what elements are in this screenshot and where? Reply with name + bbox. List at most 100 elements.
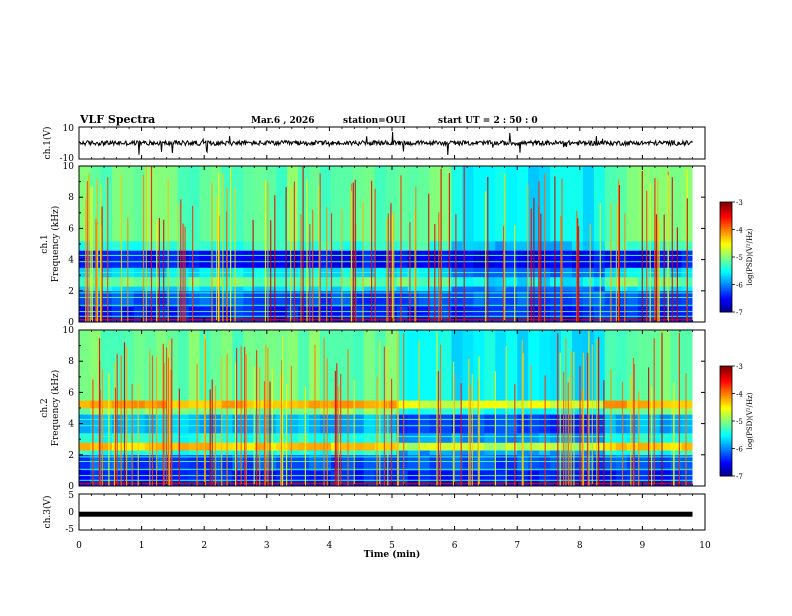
sferic-streak [145,166,147,322]
sferic-streak [630,375,632,486]
sferic-streak [101,206,103,322]
sferic-streak [86,181,88,322]
spectrogram-cell [440,250,453,268]
spectrogram-cell [593,330,606,401]
spectrogram-cell [232,330,244,401]
spectrogram-cell [166,250,179,268]
sferic-streak [599,203,601,322]
spectrogram-cell [484,306,496,323]
colorbar-swatch [720,233,732,236]
sferic-streak [440,168,442,322]
sferic-streak [293,181,295,322]
narrowband-line [79,461,693,462]
sferic-streak [438,212,440,322]
spectrogram-cell [166,290,179,307]
sferic-streak [280,373,282,486]
sferic-streak [641,171,643,322]
sferic-streak [527,183,529,322]
frequency-tick-label: 10 [63,162,75,172]
sferic-streak [282,335,284,486]
spectrogram-cell [484,433,496,443]
sferic-streak [123,342,126,486]
spectrogram-cell [374,250,387,268]
spectrogram-cell [210,454,223,471]
spectrogram-cell [144,400,157,409]
spectrogram-cell [484,408,496,415]
spectrogram-cell [90,408,102,415]
narrowband-line [79,436,693,438]
sferic-streak [418,340,420,486]
spectrogram-cell [484,250,496,268]
spectrogram-cell [670,442,683,451]
spectrogram-cell [309,306,321,323]
spectrogram-cell [681,442,694,451]
spectrogram-cell [659,250,672,268]
colorbar-swatch [720,224,732,227]
spectrogram-cell [407,240,420,251]
spectrogram-cell [122,240,135,251]
spectrogram-cell [407,250,420,268]
colorbar-swatch [720,454,732,457]
spectrogram-cell [352,286,365,292]
spectrogram-cell [615,454,628,471]
colorbar-swatch [720,417,732,420]
spectrogram-cell [100,408,113,415]
spectrogram-cell [287,414,299,434]
spectrogram-cell [122,286,135,292]
colorbar-swatch [720,220,732,223]
spectrogram-cell [440,240,453,251]
sferic-streak [434,224,436,322]
spectrogram-cell [506,306,518,323]
colorbar-swatch [720,246,732,249]
spectrogram-cell [572,166,584,242]
spectrogram-cell [670,450,683,456]
sferic-streak [504,173,506,322]
spectrogram-cell [506,290,518,307]
sferic-streak [379,340,381,486]
spectrogram-cell [232,408,244,415]
sferic-streak [503,226,505,322]
spectrogram-cell [593,450,606,456]
colorbar-swatch [720,415,732,418]
spectrogram-cell [659,330,672,401]
spectrogram-cell [374,290,387,307]
sferic-streak [610,369,612,486]
colorbar-swatch [720,404,732,407]
sferic-streak [658,220,660,322]
spectrogram-cell [79,454,91,471]
spectrogram-cell [298,290,310,307]
colorbar-swatch [720,373,732,376]
colorbar-swatch [720,273,732,276]
spectrogram-cell [199,276,212,287]
spectrogram-cell [166,166,179,242]
spectrogram-cell [451,414,464,434]
spectrogram-cell [210,470,223,487]
spectrogram-cell [626,286,639,292]
spectrogram-cell [528,400,540,409]
spectrogram-cell [615,240,628,251]
sferic-streak [178,388,180,486]
spectrogram-cell [670,306,683,323]
colorbar-swatch [720,293,732,296]
colorbar-swatch [720,474,732,477]
spectrogram-cell [111,250,124,268]
spectrogram-cell [177,400,190,409]
spectrogram-cell [440,442,453,451]
spectrogram-cell [418,408,431,415]
sferic-streak [259,366,261,486]
sferic-streak [544,375,546,486]
colorbar-swatch [720,297,732,300]
spectrogram-cell [440,166,453,242]
spectrogram-cell [90,450,102,456]
spectrogram-cell [374,408,387,415]
spectrogram-cell [582,306,595,323]
spectrogram-cell [407,442,420,451]
spectrogram-cell [265,442,277,451]
spectrogram-cell [276,286,288,292]
spectrogram-cell [232,400,244,409]
spectrogram-cell [188,290,201,307]
sferic-streak [514,384,516,486]
spectrogram-cell [374,166,387,242]
spectrogram-cell [133,330,146,401]
sferic-streak [156,357,158,486]
